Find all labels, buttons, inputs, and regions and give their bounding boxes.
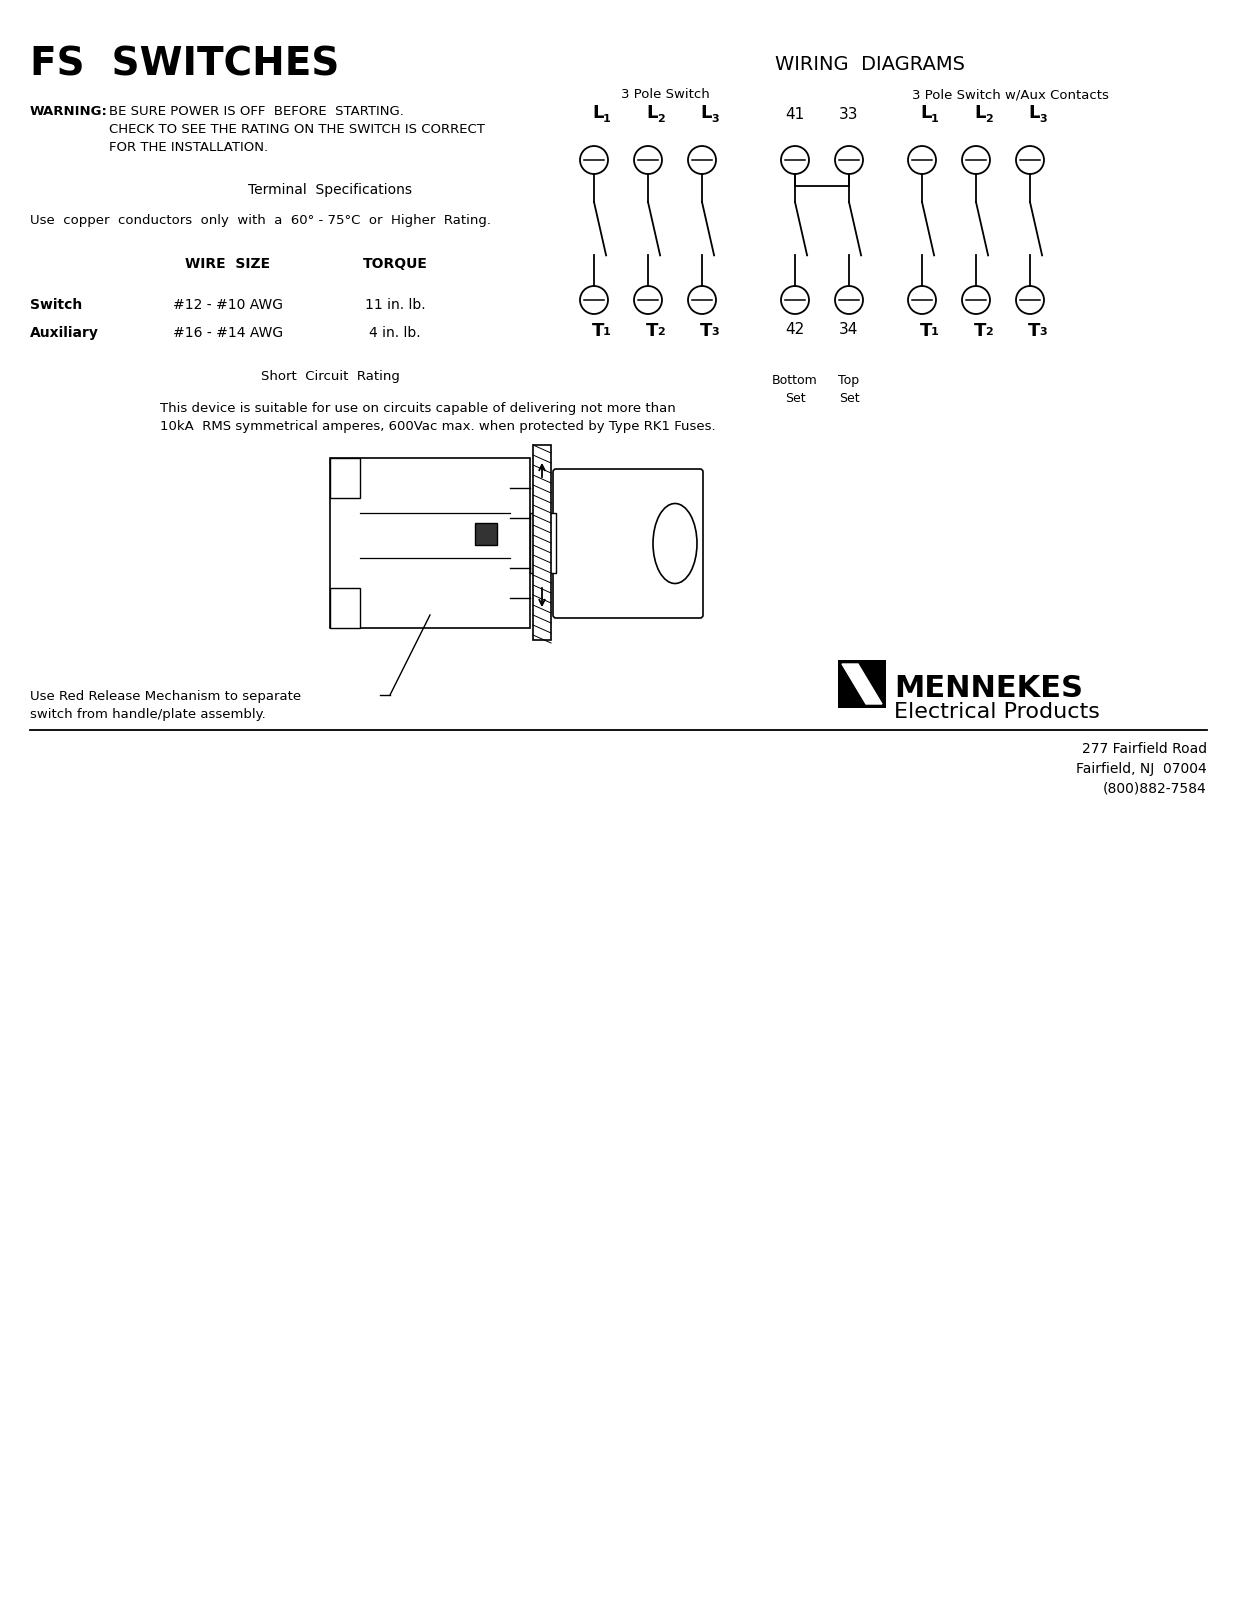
Text: Switch: Switch <box>30 298 82 312</box>
Text: 3: 3 <box>711 114 719 125</box>
Text: T: T <box>1028 322 1040 341</box>
Text: 3: 3 <box>1039 114 1047 125</box>
Text: TORQUE: TORQUE <box>362 258 428 270</box>
Text: L: L <box>974 104 986 122</box>
Text: Electrical Products: Electrical Products <box>894 702 1100 722</box>
Text: 3 Pole Switch: 3 Pole Switch <box>621 88 709 101</box>
Text: 1: 1 <box>602 114 611 125</box>
Text: L: L <box>1028 104 1039 122</box>
Text: 3: 3 <box>711 326 719 338</box>
Text: T: T <box>593 322 605 341</box>
Text: BE SURE POWER IS OFF  BEFORE  STARTING.
CHECK TO SEE THE RATING ON THE SWITCH IS: BE SURE POWER IS OFF BEFORE STARTING. CH… <box>109 106 485 154</box>
Polygon shape <box>842 664 882 704</box>
Bar <box>330 458 360 498</box>
Text: Set: Set <box>784 392 805 405</box>
Text: 1: 1 <box>931 114 939 125</box>
Text: 2: 2 <box>985 326 993 338</box>
Text: 2: 2 <box>657 114 664 125</box>
Text: #12 - #10 AWG: #12 - #10 AWG <box>173 298 283 312</box>
Text: L: L <box>646 104 657 122</box>
Text: Use Red Release Mechanism to separate
switch from handle/plate assembly.: Use Red Release Mechanism to separate sw… <box>30 690 301 722</box>
Bar <box>475 523 497 546</box>
Text: T: T <box>646 322 658 341</box>
Text: T: T <box>974 322 986 341</box>
Text: T: T <box>700 322 713 341</box>
Text: 11 in. lb.: 11 in. lb. <box>365 298 426 312</box>
Text: #16 - #14 AWG: #16 - #14 AWG <box>173 326 283 341</box>
Text: Use  copper  conductors  only  with  a  60° - 75°C  or  Higher  Rating.: Use copper conductors only with a 60° - … <box>30 214 491 227</box>
Bar <box>533 445 550 640</box>
Text: T: T <box>920 322 933 341</box>
Text: FS  SWITCHES: FS SWITCHES <box>30 45 339 83</box>
Text: WARNING:: WARNING: <box>30 106 108 118</box>
Text: L: L <box>700 104 711 122</box>
Text: 4 in. lb.: 4 in. lb. <box>369 326 421 341</box>
Text: 34: 34 <box>840 322 858 338</box>
Bar <box>330 458 529 627</box>
Bar <box>837 659 886 707</box>
Bar <box>529 514 555 573</box>
Text: MENNEKES: MENNEKES <box>894 674 1084 702</box>
Text: 2: 2 <box>657 326 664 338</box>
Text: 41: 41 <box>785 107 804 122</box>
Text: This device is suitable for use on circuits capable of delivering not more than
: This device is suitable for use on circu… <box>160 402 716 434</box>
Text: 1: 1 <box>602 326 611 338</box>
Text: Auxiliary: Auxiliary <box>30 326 99 341</box>
Text: Fairfield, NJ  07004: Fairfield, NJ 07004 <box>1076 762 1207 776</box>
Text: 3 Pole Switch w/Aux Contacts: 3 Pole Switch w/Aux Contacts <box>912 88 1108 101</box>
Text: Short  Circuit  Rating: Short Circuit Rating <box>261 370 400 382</box>
Text: WIRING  DIAGRAMS: WIRING DIAGRAMS <box>776 54 965 74</box>
Text: 2: 2 <box>985 114 993 125</box>
Ellipse shape <box>653 504 696 584</box>
Text: (800)882-7584: (800)882-7584 <box>1103 782 1207 795</box>
Text: Top: Top <box>839 374 860 387</box>
Text: WIRE  SIZE: WIRE SIZE <box>186 258 271 270</box>
Text: L: L <box>920 104 931 122</box>
Text: 1: 1 <box>931 326 939 338</box>
FancyBboxPatch shape <box>553 469 703 618</box>
Text: Terminal  Specifications: Terminal Specifications <box>247 182 412 197</box>
Text: Bottom: Bottom <box>772 374 818 387</box>
Text: 3: 3 <box>1039 326 1047 338</box>
Bar <box>330 587 360 627</box>
Text: 277 Fairfield Road: 277 Fairfield Road <box>1082 742 1207 757</box>
Text: L: L <box>593 104 604 122</box>
Text: Set: Set <box>839 392 860 405</box>
Text: 42: 42 <box>785 322 804 338</box>
Text: 33: 33 <box>839 107 858 122</box>
